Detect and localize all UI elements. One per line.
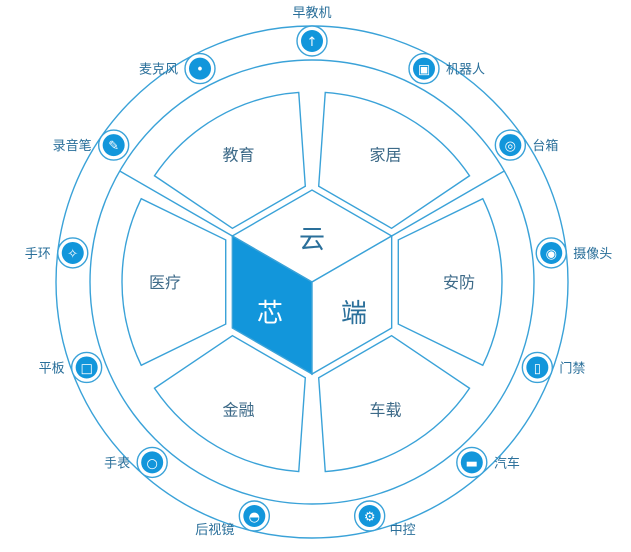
ring-item-label: 机器人 [446,63,485,78]
segment-0[interactable] [317,91,471,230]
tablet-icon [75,356,98,379]
ring-item[interactable]: • 麦克风 [139,52,216,85]
device-ring-items: ↑ 早教机 ▣ 机器人 ◎ 台箱 ◉ 摄像头 ▯ 门禁 ▬ 汽车 ⚙ 中控 ◓ 后视镜 ○ 手表 □ 平板 ✧ 手环 ✎ 录音… [25,5,613,538]
mirror-icon-glyph: ◓ [249,510,260,525]
camera-icon [540,241,563,264]
core-terminal-face[interactable] [311,234,393,376]
ring-item[interactable]: ✎ 录音笔 [53,129,130,161]
car-icon [460,451,483,474]
car-icon-glyph: ▬ [466,456,478,471]
segment-label: 教育 [222,146,254,165]
pen-icon-glyph: ✎ [108,139,119,154]
ring-item[interactable]: ◓ 后视镜 [195,500,271,538]
ring-item-label: 汽车 [494,455,520,471]
ring-item-label: 后视镜 [195,523,234,538]
ring-item-label: 手表 [104,456,130,471]
ring-item-label: 录音笔 [53,138,92,154]
ring-item-label: 手环 [25,247,51,262]
ring-connector-right [391,170,505,237]
ring-item[interactable]: ◎ 台箱 [494,129,558,161]
core-chip-label: 芯 [257,299,283,329]
rocket-icon [301,30,323,52]
ring-item-label: 平板 [39,361,65,376]
ring-connector-left [119,170,233,237]
core-terminal-label: 端 [341,299,367,329]
inner-ring-circle [89,59,535,505]
camera-icon-glyph: ◉ [546,247,557,262]
robot-icon [412,57,435,80]
ring-item[interactable]: □ 平板 [39,351,103,384]
segment-label: 家居 [369,146,401,165]
ring-item-label: 早教机 [292,5,331,21]
door-icon-glyph: ▯ [534,361,541,376]
tv-box-icon-glyph: ◎ [505,139,516,154]
ring-item-label: 台箱 [532,138,558,154]
ring-item-label: 中控 [390,523,416,538]
ring-item[interactable]: ○ 手表 [104,446,168,479]
ring-item[interactable]: ▣ 机器人 [408,52,485,85]
segment-5[interactable] [153,91,307,230]
ring-item[interactable]: ↑ 早教机 [292,5,332,57]
microphone-icon [189,57,212,80]
segment-1[interactable] [397,197,503,367]
ring-item[interactable]: ✧ 手环 [25,237,89,269]
ring-item-label: 麦克风 [139,63,178,78]
band-icon [61,241,84,264]
watch-icon-glyph: ○ [147,456,158,471]
segment-4[interactable] [121,197,227,367]
ring-item-label: 摄像头 [573,247,612,262]
segment-label: 安防 [443,273,475,292]
segment-label: 车载 [369,400,401,419]
gear-icon-glyph: ⚙ [364,510,376,525]
gear-icon [358,504,381,527]
ring-item[interactable]: ▯ 门禁 [521,351,585,384]
core-cloud-label: 云 [299,225,325,255]
core-cube: 云芯 端 [230,189,394,376]
door-icon [526,356,549,379]
watch-icon [141,451,164,474]
segment-2[interactable] [317,334,471,473]
microphone-icon-glyph: • [196,63,204,78]
pen-icon [102,134,125,157]
segment-label: 医疗 [149,273,181,292]
segment-label: 金融 [222,400,254,419]
band-icon-glyph: ✧ [67,247,78,262]
rocket-icon-glyph: ↑ [307,35,318,50]
segment-3[interactable] [153,334,307,473]
tv-box-icon [499,134,522,157]
ring-item[interactable]: ▬ 汽车 [456,446,520,479]
robot-icon-glyph: ▣ [418,63,430,78]
mirror-icon [243,504,266,527]
ring-item[interactable]: ⚙ 中控 [353,500,416,538]
tablet-icon-glyph: □ [81,361,93,376]
ring-item-label: 门禁 [559,361,585,376]
ring-item[interactable]: ◉ 摄像头 [535,237,612,269]
